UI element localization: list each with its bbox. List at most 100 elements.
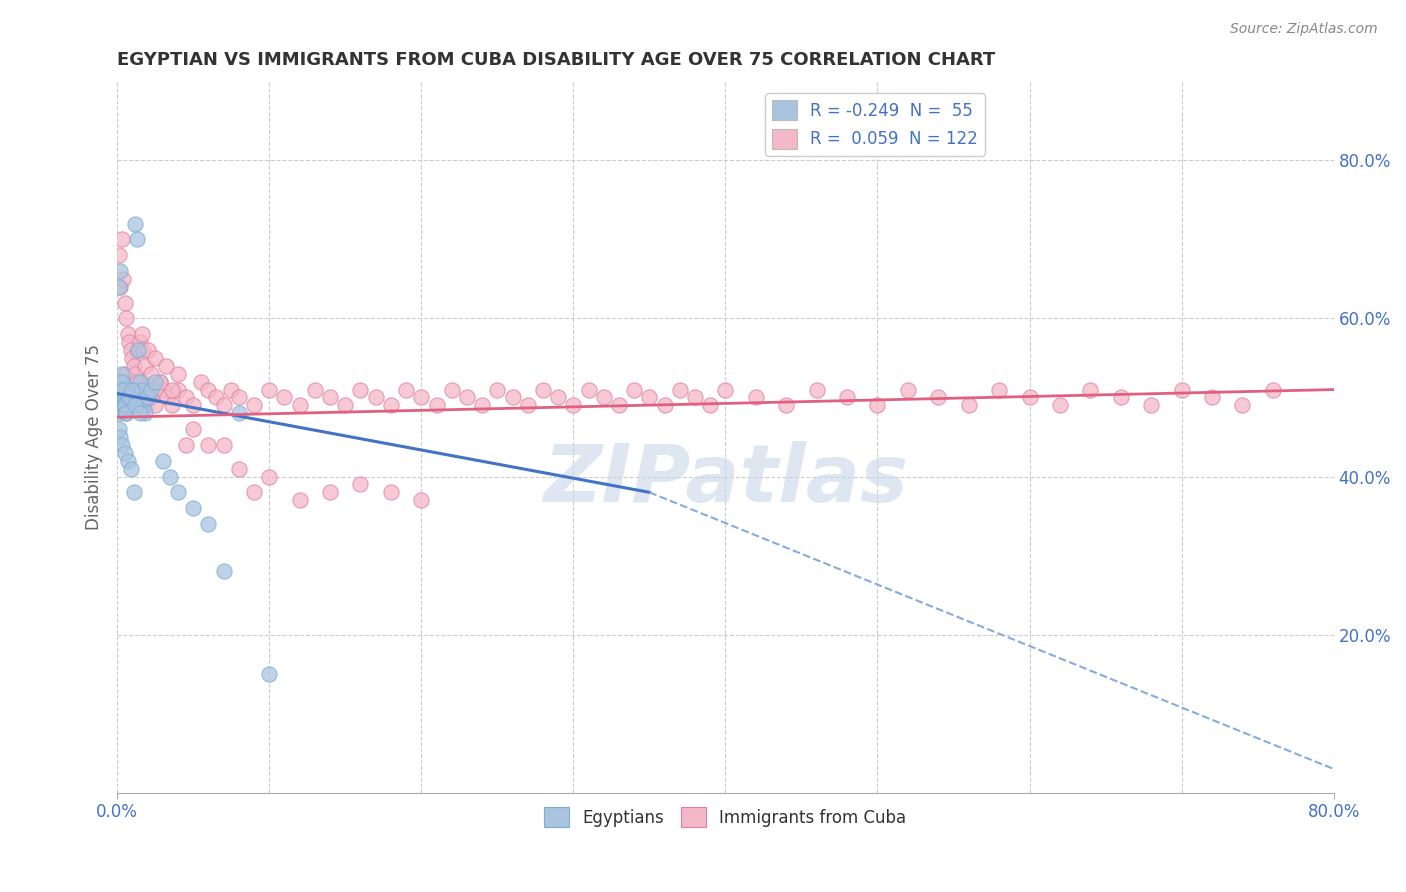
Point [111,438,134,452]
Point [112,383,135,397]
Point [135,398,157,412]
Point [111,232,134,246]
Point [143,398,166,412]
Point [745,391,768,405]
Point [105,391,128,405]
Point [134,359,156,373]
Legend: Egyptians, Immigrants from Cuba: Egyptians, Immigrants from Cuba [537,800,912,834]
Point [112,398,135,412]
Point [107,280,129,294]
Point [174,438,197,452]
Point [110,375,132,389]
Point [775,398,797,412]
Text: ZIPatlas: ZIPatlas [543,441,908,518]
Point [136,391,159,405]
Point [124,217,146,231]
Point [531,383,554,397]
Point [1232,398,1254,412]
Point [125,232,148,246]
Point [155,359,177,373]
Point [516,398,538,412]
Point [149,375,172,389]
Point [440,383,463,397]
Point [228,406,250,420]
Point [835,391,858,405]
Point [127,343,149,357]
Point [212,438,235,452]
Point [112,272,135,286]
Point [592,391,614,405]
Point [578,383,600,397]
Point [1018,391,1040,405]
Point [114,391,136,405]
Point [160,383,183,397]
Point [107,383,129,397]
Point [395,383,418,397]
Point [1201,391,1223,405]
Point [122,391,145,405]
Point [288,398,311,412]
Point [143,375,166,389]
Point [122,485,145,500]
Point [117,391,139,405]
Point [139,367,162,381]
Point [471,398,494,412]
Point [111,375,134,389]
Point [456,391,478,405]
Point [139,383,162,397]
Point [121,391,143,405]
Point [349,383,371,397]
Point [134,406,156,420]
Point [114,398,136,412]
Point [117,327,139,342]
Point [638,391,661,405]
Point [115,311,138,326]
Point [110,406,132,420]
Point [273,391,295,405]
Point [131,327,153,342]
Point [190,375,212,389]
Text: EGYPTIAN VS IMMIGRANTS FROM CUBA DISABILITY AGE OVER 75 CORRELATION CHART: EGYPTIAN VS IMMIGRANTS FROM CUBA DISABIL… [117,51,995,69]
Point [988,383,1011,397]
Point [132,343,155,357]
Point [107,422,129,436]
Point [335,398,357,412]
Point [167,383,190,397]
Point [121,383,143,397]
Point [668,383,690,397]
Point [866,398,889,412]
Point [120,383,142,397]
Point [257,383,280,397]
Point [152,453,174,467]
Point [257,469,280,483]
Point [121,375,143,389]
Point [181,422,204,436]
Point [654,398,676,412]
Point [114,398,136,412]
Point [304,383,326,397]
Point [380,485,402,500]
Point [1109,391,1132,405]
Point [607,398,630,412]
Point [243,398,266,412]
Point [114,446,136,460]
Point [1078,383,1101,397]
Point [167,485,190,500]
Point [129,375,152,389]
Point [364,391,387,405]
Point [1261,383,1284,397]
Point [425,398,447,412]
Point [319,391,342,405]
Point [547,391,569,405]
Point [411,391,433,405]
Point [132,398,155,412]
Point [197,383,219,397]
Point [111,402,134,417]
Point [115,398,138,412]
Point [623,383,645,397]
Point [131,383,153,397]
Point [118,391,141,405]
Point [110,264,132,278]
Point [134,391,156,405]
Point [127,343,149,357]
